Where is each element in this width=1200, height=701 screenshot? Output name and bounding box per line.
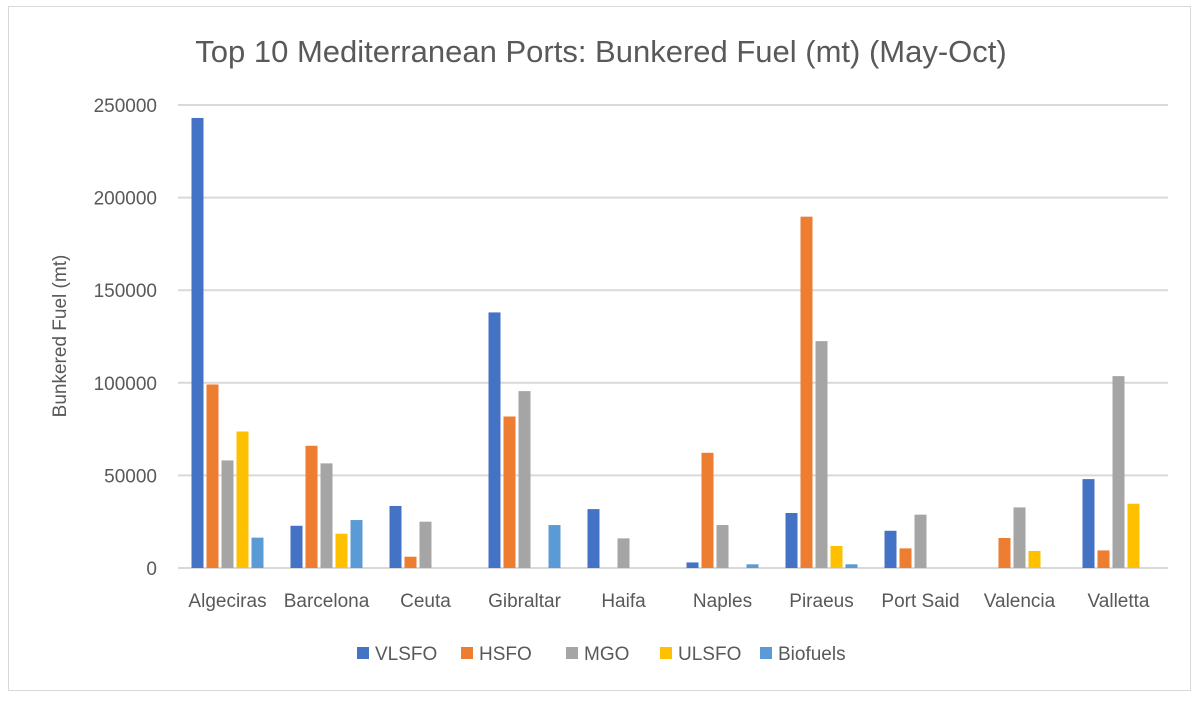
y-tick-label: 50000 <box>104 466 157 487</box>
bar-vlsfo-barcelona <box>290 525 303 568</box>
bar-vlsfo-algeciras <box>191 117 204 569</box>
bar-mgo-algeciras <box>221 460 234 568</box>
legend-swatch <box>357 647 369 659</box>
bar-mgo-port-said <box>914 514 927 568</box>
bar-hsfo-ceuta <box>404 556 417 568</box>
y-axis-label: Bunkered Fuel (mt) <box>50 255 71 418</box>
bar-hsfo-naples <box>701 452 714 568</box>
bar-mgo-haifa <box>617 538 630 568</box>
bar-ulsfo-valencia <box>1028 550 1041 568</box>
legend-swatch <box>660 647 672 659</box>
x-tick-label: Ceuta <box>400 591 451 612</box>
x-tick-label: Barcelona <box>284 591 370 612</box>
bar-ulsfo-piraeus <box>830 545 843 568</box>
bar-hsfo-port-said <box>899 548 912 568</box>
bar-hsfo-barcelona <box>305 445 318 568</box>
legend-item-mgo: MGO <box>566 644 629 665</box>
bar-vlsfo-piraeus <box>785 512 798 568</box>
legend-swatch <box>760 647 772 659</box>
bar-ulsfo-algeciras <box>236 431 249 568</box>
bar-hsfo-valencia <box>998 537 1011 568</box>
legend-item-vlsfo: VLSFO <box>357 644 437 665</box>
bar-hsfo-gibraltar <box>503 416 516 568</box>
x-tick-label: Piraeus <box>789 591 853 612</box>
bar-vlsfo-ceuta <box>389 505 402 568</box>
legend-label: MGO <box>584 644 629 665</box>
chart-frame <box>8 6 1191 691</box>
legend-label: VLSFO <box>375 644 437 665</box>
x-tick-label: Algeciras <box>188 591 266 612</box>
y-tick-label: 100000 <box>94 374 157 395</box>
bar-mgo-naples <box>716 525 729 568</box>
chart-title: Top 10 Mediterranean Ports: Bunkered Fue… <box>195 34 1006 69</box>
legend-swatch <box>566 647 578 659</box>
bar-biofuels-piraeus <box>845 564 858 568</box>
bar-vlsfo-naples <box>686 562 699 568</box>
legend-swatch <box>461 647 473 659</box>
bar-biofuels-gibraltar <box>548 525 561 568</box>
y-tick-label: 250000 <box>94 96 157 117</box>
x-tick-label: Haifa <box>601 591 646 612</box>
bar-mgo-valencia <box>1013 507 1026 568</box>
x-tick-label: Valencia <box>984 591 1056 612</box>
legend-label: HSFO <box>479 644 532 665</box>
bar-mgo-piraeus <box>815 341 828 568</box>
x-tick-label: Port Said <box>881 591 959 612</box>
bar-mgo-ceuta <box>419 521 432 568</box>
legend-item-hsfo: HSFO <box>461 644 532 665</box>
bar-vlsfo-valletta <box>1082 479 1095 568</box>
bar-vlsfo-port-said <box>884 530 897 568</box>
bar-mgo-barcelona <box>320 463 333 568</box>
bar-ulsfo-barcelona <box>335 533 348 568</box>
bar-biofuels-naples <box>746 564 759 568</box>
y-tick-label: 150000 <box>94 281 157 302</box>
bar-biofuels-algeciras <box>251 537 264 568</box>
bar-ulsfo-valletta <box>1127 503 1140 568</box>
bar-hsfo-algeciras <box>206 384 219 568</box>
legend-item-biofuels: Biofuels <box>760 644 846 665</box>
x-tick-label: Gibraltar <box>488 591 562 612</box>
y-tick-label: 0 <box>146 559 157 580</box>
bar-hsfo-valletta <box>1097 550 1110 568</box>
bar-vlsfo-haifa <box>587 509 600 568</box>
legend-label: ULSFO <box>678 644 741 665</box>
bar-biofuels-barcelona <box>350 520 363 568</box>
legend-label: Biofuels <box>778 644 846 665</box>
bar-vlsfo-gibraltar <box>488 312 501 568</box>
x-tick-label: Valletta <box>1088 591 1150 612</box>
bar-mgo-gibraltar <box>518 391 531 568</box>
legend-item-ulsfo: ULSFO <box>660 644 741 665</box>
bar-mgo-valletta <box>1112 376 1125 568</box>
y-tick-label: 200000 <box>94 189 157 210</box>
bar-hsfo-piraeus <box>800 216 813 568</box>
x-tick-label: Naples <box>693 591 752 612</box>
